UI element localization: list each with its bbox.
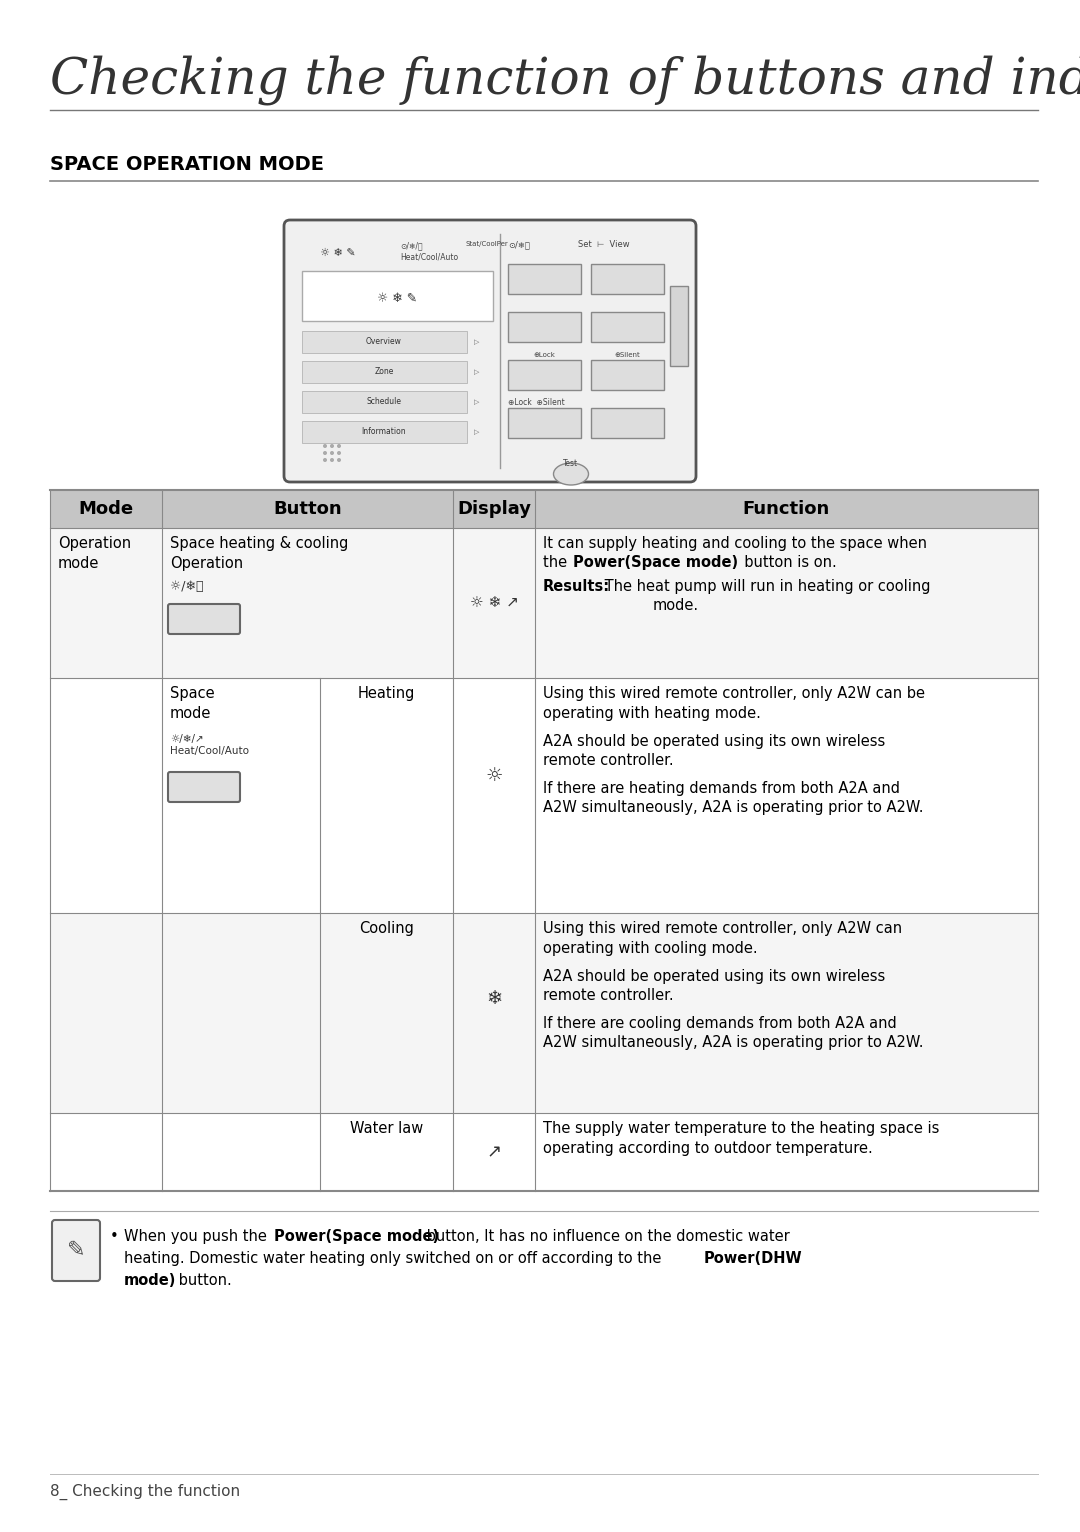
Bar (508, 313, 581, 342)
Text: Water law: Water law (350, 1121, 423, 1137)
Bar (302, 271, 492, 322)
Text: Results:: Results: (543, 579, 610, 594)
Text: Using this wired remote controller, only A2W can: Using this wired remote controller, only… (543, 921, 902, 936)
Text: A2W simultaneously, A2A is operating prior to A2W.: A2W simultaneously, A2A is operating pri… (543, 800, 923, 815)
Circle shape (323, 450, 327, 455)
FancyBboxPatch shape (168, 772, 240, 801)
Text: Function: Function (743, 499, 831, 518)
Text: Power(Space mode): Power(Space mode) (573, 555, 738, 570)
Circle shape (330, 450, 334, 455)
Text: Power(Space mode): Power(Space mode) (274, 1229, 440, 1244)
Text: ⊕Lock  ⊕Silent: ⊕Lock ⊕Silent (508, 398, 565, 408)
Text: A2A should be operated using its own wireless: A2A should be operated using its own wir… (543, 970, 886, 984)
Text: ☼/❄/↗
Heat/Cool/Auto: ☼/❄/↗ Heat/Cool/Auto (170, 734, 249, 757)
Text: A2A should be operated using its own wireless: A2A should be operated using its own wir… (543, 734, 886, 749)
Bar (50, 490, 1038, 529)
Text: ▷: ▷ (474, 339, 480, 345)
Circle shape (337, 444, 341, 447)
Text: operating with cooling mode.: operating with cooling mode. (543, 941, 758, 956)
Text: Using this wired remote controller, only A2W can be: Using this wired remote controller, only… (543, 686, 924, 702)
Bar (302, 331, 467, 352)
Text: button, It has no influence on the domestic water: button, It has no influence on the domes… (422, 1229, 789, 1244)
Text: ⊙/❄/⏻
Heat/Cool/Auto: ⊙/❄/⏻ Heat/Cool/Auto (400, 241, 458, 260)
Text: Heating: Heating (357, 686, 415, 702)
Text: Operation: Operation (170, 556, 243, 571)
Bar (302, 391, 467, 414)
Text: mode): mode) (124, 1273, 176, 1288)
Text: Space
mode: Space mode (170, 686, 215, 720)
Text: button.: button. (174, 1273, 232, 1288)
FancyBboxPatch shape (168, 604, 240, 634)
Ellipse shape (554, 463, 589, 486)
Text: SPACE OPERATION MODE: SPACE OPERATION MODE (50, 155, 324, 175)
Text: operating according to outdoor temperature.: operating according to outdoor temperatu… (543, 1141, 873, 1157)
Bar (591, 408, 664, 438)
Bar (591, 264, 664, 294)
Text: ❄: ❄ (486, 988, 502, 1008)
Text: Power(DHW: Power(DHW (704, 1252, 802, 1265)
Circle shape (330, 444, 334, 447)
FancyBboxPatch shape (284, 221, 696, 483)
Text: ✎: ✎ (67, 1241, 85, 1261)
Text: It can supply heating and cooling to the space when: It can supply heating and cooling to the… (543, 536, 927, 552)
Text: 8_ Checking the function: 8_ Checking the function (50, 1485, 240, 1500)
Bar (508, 360, 581, 391)
Bar (591, 360, 664, 391)
Text: If there are cooling demands from both A2A and: If there are cooling demands from both A… (543, 1016, 896, 1031)
Bar (670, 286, 688, 366)
Text: remote controller.: remote controller. (543, 988, 674, 1003)
Text: ⊙/❄⏻: ⊙/❄⏻ (508, 241, 530, 250)
Text: Checking the function of buttons and indicators: Checking the function of buttons and ind… (50, 55, 1080, 106)
Text: Mode: Mode (79, 499, 134, 518)
Circle shape (323, 444, 327, 447)
Circle shape (337, 458, 341, 463)
Bar (302, 362, 467, 383)
Text: Display: Display (457, 499, 531, 518)
Text: The supply water temperature to the heating space is: The supply water temperature to the heat… (543, 1121, 940, 1137)
Text: ▷: ▷ (474, 369, 480, 375)
Text: A2W simultaneously, A2A is operating prior to A2W.: A2W simultaneously, A2A is operating pri… (543, 1036, 923, 1049)
Text: button is on.: button is on. (735, 555, 837, 570)
Bar (508, 264, 581, 294)
Text: heating. Domestic water heating only switched on or off according to the: heating. Domestic water heating only swi… (124, 1252, 666, 1265)
Text: ▷: ▷ (474, 398, 480, 404)
Text: •: • (110, 1229, 123, 1244)
Text: If there are heating demands from both A2A and: If there are heating demands from both A… (543, 781, 900, 797)
Text: Overview: Overview (366, 337, 402, 346)
Bar (508, 408, 581, 438)
Text: When you push the: When you push the (124, 1229, 271, 1244)
Text: Stat/CoolPer: Stat/CoolPer (465, 241, 508, 247)
Text: Test: Test (563, 460, 578, 467)
Text: Space heating & cooling: Space heating & cooling (170, 536, 349, 552)
Text: Cooling: Cooling (359, 921, 414, 936)
Bar (591, 313, 664, 342)
Bar (50, 913, 1038, 1114)
Text: operating with heating mode.: operating with heating mode. (543, 706, 761, 722)
Bar (50, 529, 1038, 679)
Text: remote controller.: remote controller. (543, 754, 674, 768)
Circle shape (323, 458, 327, 463)
Circle shape (337, 450, 341, 455)
Bar (302, 421, 467, 443)
Text: mode.: mode. (653, 597, 699, 613)
Text: ☼ ❄ ✎: ☼ ❄ ✎ (320, 248, 355, 257)
Text: ☼ ❄ ✎: ☼ ❄ ✎ (377, 291, 417, 305)
Text: ☼: ☼ (485, 766, 503, 784)
Text: Operation
mode: Operation mode (58, 536, 131, 571)
Text: Set  ⊢  View: Set ⊢ View (578, 241, 630, 250)
Text: Information: Information (362, 427, 406, 437)
Text: Zone: Zone (375, 368, 394, 377)
Text: The heat pump will run in heating or cooling: The heat pump will run in heating or coo… (600, 579, 931, 594)
Text: ⊕Lock: ⊕Lock (534, 352, 555, 358)
Text: Schedule: Schedule (366, 397, 402, 406)
Text: ▷: ▷ (474, 429, 480, 435)
Text: ☼/❄⏻: ☼/❄⏻ (170, 581, 203, 593)
Text: Button: Button (273, 499, 341, 518)
FancyBboxPatch shape (52, 1219, 100, 1281)
Text: ☼ ❄ ↗: ☼ ❄ ↗ (470, 596, 518, 610)
Text: the: the (543, 555, 571, 570)
Circle shape (330, 458, 334, 463)
Text: ⊕Silent: ⊕Silent (615, 352, 639, 358)
Text: ↗: ↗ (486, 1143, 501, 1161)
